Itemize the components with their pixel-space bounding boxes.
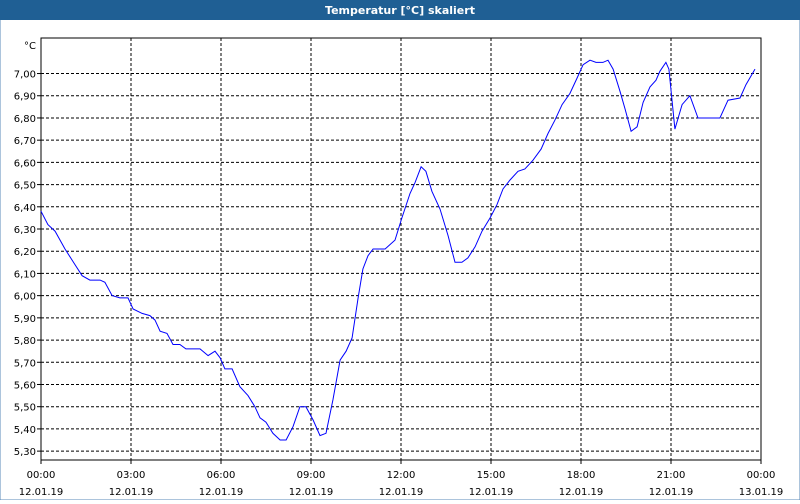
chart-title: Temperatur [°C] skaliert bbox=[325, 4, 475, 17]
x-tick-date: 12.01.19 bbox=[469, 487, 514, 498]
plot-frame bbox=[40, 37, 762, 461]
y-tick-label: 5,30 bbox=[14, 447, 36, 458]
y-tick-label: 6,60 bbox=[14, 158, 36, 169]
x-tick-label: 09:00 bbox=[297, 470, 326, 481]
x-tick-label: 00:00 bbox=[27, 470, 56, 481]
x-tick-date: 12.01.19 bbox=[649, 487, 694, 498]
x-tick-date: 12.01.19 bbox=[379, 487, 424, 498]
x-tick-date: 12.01.19 bbox=[289, 487, 334, 498]
y-tick-label: 7,00 bbox=[14, 70, 36, 81]
x-tick-date: 12.01.19 bbox=[19, 487, 64, 498]
y-tick-label: 6,20 bbox=[14, 247, 36, 258]
x-tick-date: 12.01.19 bbox=[199, 487, 244, 498]
y-tick-label: 6,70 bbox=[14, 136, 36, 147]
y-tick-label: 6,80 bbox=[14, 114, 36, 125]
y-unit: °C bbox=[24, 41, 36, 52]
x-tick-date: 12.01.19 bbox=[559, 487, 604, 498]
title-bar bbox=[0, 0, 800, 20]
y-tick-label: 5,50 bbox=[14, 403, 36, 414]
y-tick-label: 5,70 bbox=[14, 358, 36, 369]
x-tick-label: 00:00 bbox=[747, 470, 776, 481]
x-tick-label: 12:00 bbox=[387, 470, 416, 481]
y-tick-label: 5,90 bbox=[14, 314, 36, 325]
data-line bbox=[40, 59, 756, 441]
y-tick-label: 6,50 bbox=[14, 181, 36, 192]
y-tick-label: 5,40 bbox=[14, 425, 36, 436]
x-tick-date: 12.01.19 bbox=[109, 487, 154, 498]
x-tick-label: 03:00 bbox=[117, 470, 146, 481]
x-tick-date: 13.01.19 bbox=[739, 487, 784, 498]
y-tick-label: 6,90 bbox=[14, 92, 36, 103]
y-tick-label: 5,80 bbox=[14, 336, 36, 347]
x-tick-label: 21:00 bbox=[657, 470, 686, 481]
y-tick-label: 5,60 bbox=[14, 380, 36, 391]
y-tick-label: 6,30 bbox=[14, 225, 36, 236]
y-tick-label: 6,00 bbox=[14, 292, 36, 303]
x-tick-label: 06:00 bbox=[207, 470, 236, 481]
x-tick-label: 18:00 bbox=[567, 470, 596, 481]
y-tick-label: 6,40 bbox=[14, 203, 36, 214]
y-tick-label: 6,10 bbox=[14, 269, 36, 280]
x-tick-label: 15:00 bbox=[477, 470, 506, 481]
